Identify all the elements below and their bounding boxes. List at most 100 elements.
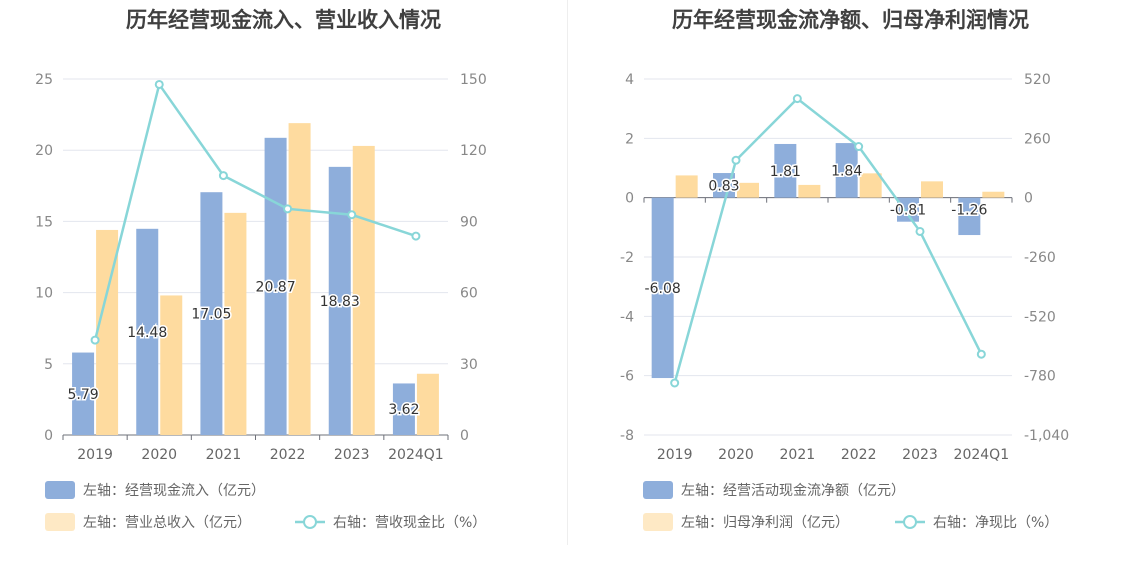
data-label: -6.08	[645, 281, 681, 297]
right-axis-tick-label: -520	[1024, 309, 1056, 325]
bar-secondary	[921, 181, 943, 198]
category-label: 2021	[780, 447, 816, 463]
bar-secondary	[982, 191, 1005, 198]
bar-primary	[835, 143, 858, 198]
data-label: 17.05	[191, 307, 231, 323]
right-axis-tick-label: 150	[460, 72, 487, 88]
category-label: 2022	[270, 447, 306, 463]
legend-line-icon	[303, 515, 317, 529]
bar-primary	[392, 383, 415, 435]
data-label: 14.48	[127, 325, 167, 341]
right-axis-tick-label: 60	[460, 286, 478, 302]
category-label: 2023	[334, 447, 370, 463]
panel-divider	[567, 0, 568, 545]
chart-panel-cash-inflow: 历年经营现金流入、营业收入情况 0 5 10 15 20 25 0 30 60 90 120 150 2…	[35, 8, 487, 531]
right-axis-tick-label: 0	[460, 428, 469, 444]
line-point	[854, 142, 864, 152]
legend-label: 左轴：经营活动现金流净额（亿元）	[681, 483, 905, 499]
right-axis-tick-label: -260	[1024, 250, 1056, 266]
right-axis-tick-label: -1,040	[1024, 428, 1069, 444]
bar-secondary	[737, 182, 759, 198]
right-axis-tick-label: 260	[1024, 131, 1051, 147]
data-label: 20.87	[256, 279, 296, 295]
left-axis-tick-label: -4	[620, 309, 634, 325]
legend-label: 右轴：净现比（%）	[933, 515, 1058, 531]
left-axis-tick-label: 0	[625, 191, 634, 207]
right-axis-tick-label: -780	[1024, 369, 1056, 385]
category-label: 2022	[841, 447, 877, 463]
bar-secondary	[416, 373, 439, 435]
data-label: 1.81	[770, 164, 801, 180]
legend-swatch	[643, 513, 673, 531]
line-point	[347, 210, 357, 220]
line-point	[670, 378, 680, 388]
chart-title: 历年经营现金流入、营业收入情况	[126, 8, 441, 32]
legend-swatch	[45, 481, 75, 499]
left-axis-tick-label: -8	[620, 428, 634, 444]
data-label: -1.26	[951, 203, 987, 219]
chart-panel-net-cash: 历年经营现金流净额、归母净利润情况 -8 -6 -4 -2 0 2 4 -1,040 -780-…	[567, 0, 1134, 582]
category-label: 2019	[657, 447, 693, 463]
category-label: 2023	[902, 447, 938, 463]
left-axis-tick-label: 5	[44, 357, 53, 373]
left-axis-tick-label: 2	[625, 131, 634, 147]
category-label: 2024Q1	[954, 447, 1010, 463]
left-axis-tick-label: 0	[44, 428, 53, 444]
line-point	[218, 171, 228, 181]
bar-primary	[328, 166, 351, 436]
bar-secondary	[96, 229, 119, 435]
line-point	[154, 79, 164, 89]
legend-label: 左轴：营业总收入（亿元）	[83, 515, 251, 531]
data-label: 5.79	[67, 387, 98, 403]
legend-label: 左轴：归母净利润（亿元）	[681, 514, 849, 531]
legend-line-icon	[903, 515, 917, 529]
bar-primary	[200, 192, 223, 435]
legend-swatch	[45, 513, 75, 531]
data-label: 0.83	[708, 179, 739, 195]
bar-primary	[136, 228, 159, 435]
left-axis-tick-label: 25	[35, 72, 53, 88]
series-line	[93, 81, 417, 341]
data-label: 1.84	[831, 163, 862, 179]
bar-primary	[72, 352, 95, 435]
right-axis-tick-label: 520	[1024, 72, 1051, 88]
category-label: 2024Q1	[388, 447, 444, 463]
chart-svg-cash-inflow: 0 5 10 15 20 25 0 30 60 90 120 150 2019 2020 2021 2022 2…	[35, 72, 487, 531]
left-axis-tick-label: 4	[625, 72, 634, 88]
line-point	[90, 335, 100, 345]
line-point	[731, 155, 741, 165]
left-axis-tick-label: -2	[620, 250, 634, 266]
data-label: 3.62	[388, 402, 419, 418]
legend-label: 右轴：营收现金比（%）	[333, 515, 486, 531]
bar-primary	[651, 197, 674, 379]
right-axis-tick-label: 90	[460, 214, 478, 230]
bar-secondary	[224, 212, 247, 435]
bar-secondary	[675, 175, 698, 198]
left-axis-tick-label: 15	[35, 214, 53, 230]
right-axis-tick-label: 30	[460, 357, 478, 373]
legend-swatch	[643, 481, 673, 499]
left-axis-tick-label: -6	[620, 369, 634, 385]
bar-primary	[958, 197, 981, 236]
legend-label: 左轴：经营现金流入（亿元）	[83, 483, 265, 499]
line-point	[283, 204, 293, 214]
bar-secondary	[160, 295, 183, 435]
line-point	[976, 349, 986, 359]
bar-primary	[264, 137, 287, 435]
right-axis-tick-label: 0	[1024, 191, 1033, 207]
chart-svg-net-cash: -8 -6 -4 -2 0 2 4 -1,040 -780 -520 -260 0 260 520 2019…	[620, 72, 1069, 531]
bar-secondary	[352, 145, 375, 436]
series-line	[673, 96, 983, 384]
right-axis-tick-label: 120	[460, 143, 487, 159]
bar-secondary	[859, 173, 882, 198]
data-label: 18.83	[320, 294, 360, 310]
line-point	[411, 231, 421, 241]
line-point	[792, 94, 802, 104]
bar-secondary	[798, 184, 821, 198]
category-label: 2020	[141, 447, 177, 463]
bar-primary	[774, 143, 797, 198]
category-label: 2019	[77, 447, 113, 463]
bar-secondary	[288, 123, 311, 436]
line-point	[915, 226, 925, 236]
category-label: 2021	[206, 447, 242, 463]
